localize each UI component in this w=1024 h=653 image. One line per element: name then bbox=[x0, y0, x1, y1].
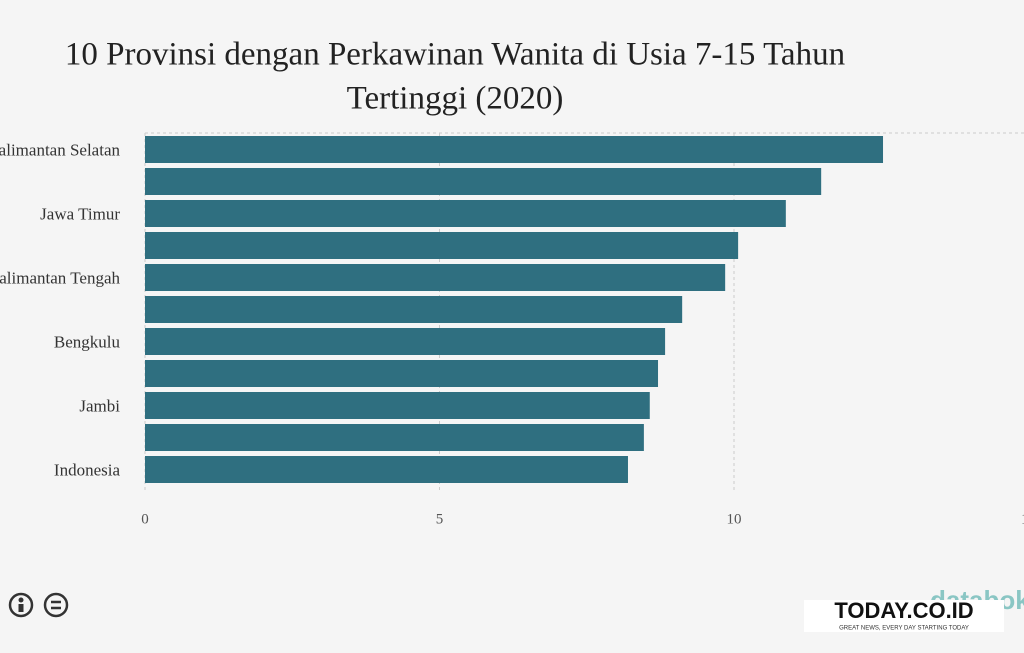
y-tick-label: Jambi bbox=[79, 396, 120, 415]
bar bbox=[145, 328, 666, 355]
bar bbox=[145, 136, 884, 163]
bar bbox=[145, 264, 726, 291]
icon bbox=[18, 604, 24, 612]
bar bbox=[145, 232, 739, 259]
x-tick-label: 5 bbox=[436, 511, 444, 527]
bar bbox=[145, 424, 644, 451]
chart-title: Tertinggi (2020) bbox=[347, 81, 564, 117]
bar bbox=[145, 456, 628, 483]
x-tick-label: 10 bbox=[727, 511, 742, 527]
icon bbox=[8, 592, 34, 618]
bar bbox=[145, 360, 659, 387]
watermark-tagline: GREAT NEWS, EVERY DAY STARTING TODAY bbox=[839, 626, 969, 632]
icons bbox=[8, 592, 69, 618]
y-tick-label: Bengkulu bbox=[54, 332, 121, 351]
bar bbox=[145, 168, 822, 195]
y-tick-label: Indonesia bbox=[54, 460, 121, 479]
watermark-site: TODAY.CO.ID bbox=[834, 598, 973, 623]
x-tick-label: 15 bbox=[1021, 511, 1024, 527]
bar bbox=[145, 296, 683, 323]
watermark-box bbox=[804, 600, 1004, 632]
icon bbox=[18, 597, 24, 603]
x-tick-label: 0 bbox=[141, 511, 149, 527]
icon bbox=[43, 592, 69, 618]
y-tick-label: Kalimantan Tengah bbox=[0, 268, 120, 287]
chart-title: 10 Provinsi dengan Perkawinan Wanita di … bbox=[65, 37, 845, 73]
y-tick-label: Jawa Timur bbox=[40, 204, 120, 223]
bar bbox=[145, 200, 786, 227]
bar bbox=[145, 392, 650, 419]
y-tick-label: Kalimantan Selatan bbox=[0, 140, 120, 159]
